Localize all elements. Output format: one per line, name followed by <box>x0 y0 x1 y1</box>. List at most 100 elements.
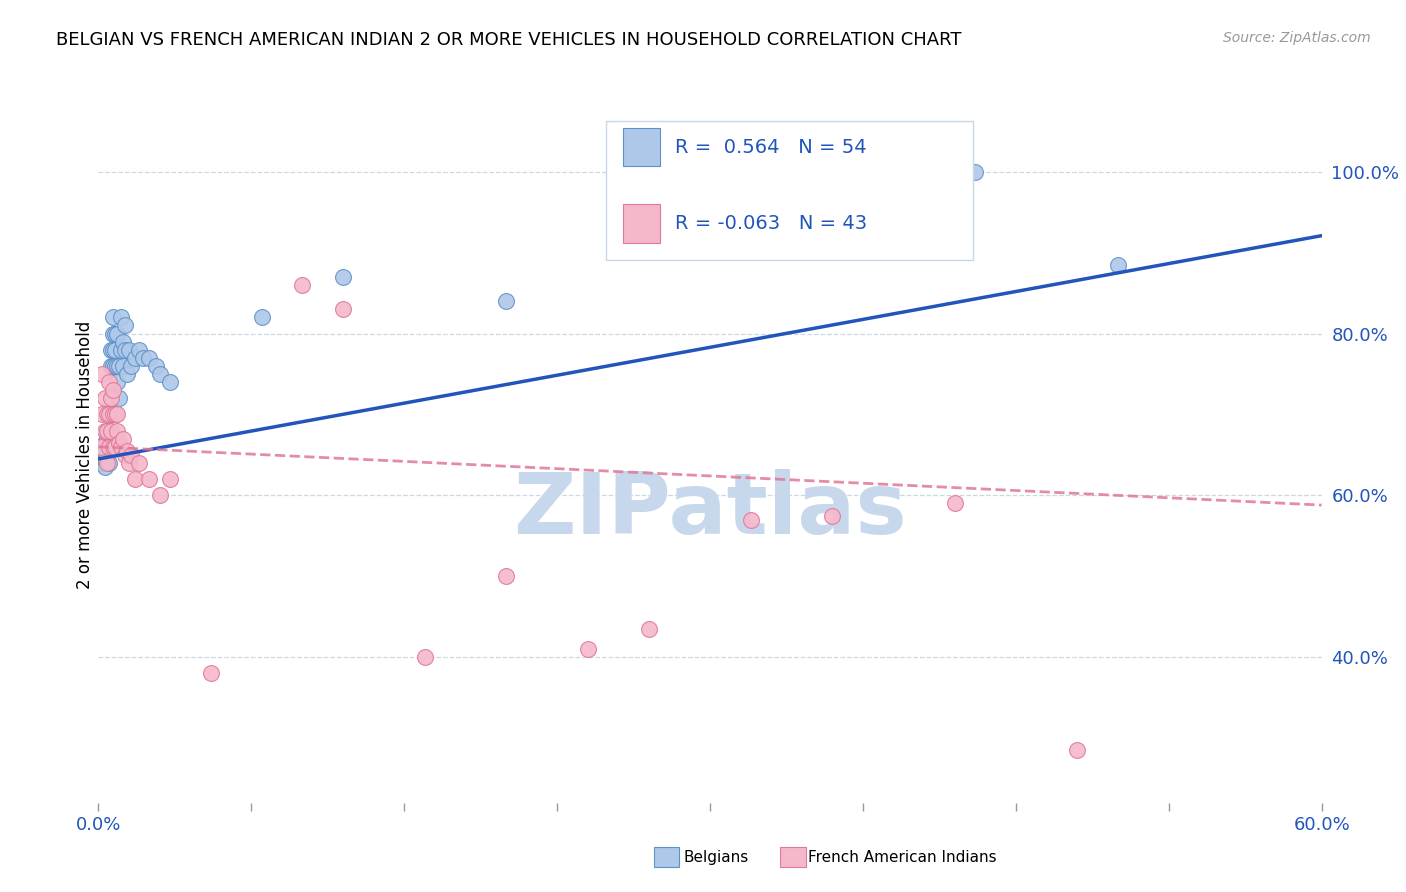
Point <box>104 326 127 341</box>
Point <box>105 375 128 389</box>
Point <box>821 508 844 523</box>
Point <box>100 359 122 373</box>
Point <box>740 165 762 179</box>
Point <box>110 343 132 357</box>
Point <box>943 496 966 510</box>
Point <box>100 408 122 422</box>
Point <box>101 408 124 422</box>
Point <box>128 343 150 357</box>
Point <box>97 408 120 422</box>
Point <box>91 367 114 381</box>
Point <box>413 650 436 665</box>
Point <box>100 392 122 406</box>
Point <box>114 318 136 333</box>
Point <box>138 351 160 365</box>
Point <box>1066 743 1088 757</box>
Point <box>97 375 120 389</box>
Point <box>111 432 134 446</box>
Point <box>332 302 354 317</box>
Point <box>97 440 120 454</box>
Point <box>495 294 517 309</box>
Point <box>118 343 141 357</box>
Point <box>118 456 141 470</box>
Bar <box>623 204 659 243</box>
Point <box>96 456 118 470</box>
Text: ZIPatlas: ZIPatlas <box>513 469 907 552</box>
Point <box>93 452 115 467</box>
Bar <box>606 121 973 260</box>
Point <box>159 472 181 486</box>
Point <box>159 375 181 389</box>
Text: Source: ZipAtlas.com: Source: ZipAtlas.com <box>1223 31 1371 45</box>
Point <box>93 435 115 450</box>
Point <box>100 343 122 357</box>
Point <box>114 343 136 357</box>
Text: R = -0.063   N = 43: R = -0.063 N = 43 <box>675 214 866 233</box>
Point <box>110 440 132 454</box>
Bar <box>623 128 659 166</box>
Point <box>105 326 128 341</box>
Point <box>332 269 354 284</box>
Point <box>101 359 124 373</box>
Point <box>100 424 122 438</box>
Text: French American Indians: French American Indians <box>808 850 997 864</box>
Point <box>91 408 114 422</box>
Point <box>105 424 128 438</box>
Point <box>96 432 118 446</box>
Point <box>104 440 127 454</box>
Point <box>96 424 118 438</box>
Point <box>101 383 124 397</box>
Text: Belgians: Belgians <box>683 850 748 864</box>
Point <box>91 440 114 454</box>
Point <box>149 488 172 502</box>
Point <box>576 642 599 657</box>
Point <box>145 359 167 373</box>
Point <box>115 367 138 381</box>
Point <box>291 278 314 293</box>
Point <box>250 310 273 325</box>
Point <box>96 448 118 462</box>
Point <box>89 440 111 454</box>
Point <box>100 392 122 406</box>
Point <box>110 310 132 325</box>
Point <box>108 392 131 406</box>
Point <box>111 334 134 349</box>
Point <box>740 513 762 527</box>
Point <box>96 440 118 454</box>
Point <box>120 448 142 462</box>
Point <box>97 424 120 438</box>
Point <box>132 351 155 365</box>
Point <box>115 443 138 458</box>
Point <box>97 408 120 422</box>
Point <box>128 456 150 470</box>
Point <box>101 310 124 325</box>
Point <box>1107 258 1129 272</box>
Point <box>104 408 127 422</box>
Point <box>104 343 127 357</box>
Point <box>93 443 115 458</box>
Point <box>111 359 134 373</box>
Text: R =  0.564   N = 54: R = 0.564 N = 54 <box>675 137 866 157</box>
Point <box>149 367 172 381</box>
Point <box>120 359 142 373</box>
Point <box>495 569 517 583</box>
Y-axis label: 2 or more Vehicles in Household: 2 or more Vehicles in Household <box>76 321 94 589</box>
Point <box>108 435 131 450</box>
Point <box>91 456 114 470</box>
Point <box>91 448 114 462</box>
Point <box>124 472 146 486</box>
Point <box>97 456 120 470</box>
Point <box>101 440 124 454</box>
Point <box>97 440 120 454</box>
Point <box>105 408 128 422</box>
Point <box>114 448 136 462</box>
Point <box>96 408 118 422</box>
Point <box>93 424 115 438</box>
Point <box>101 326 124 341</box>
Point <box>105 359 128 373</box>
Point <box>89 452 111 467</box>
Point <box>93 392 115 406</box>
Point <box>104 359 127 373</box>
Point <box>965 165 987 179</box>
Text: BELGIAN VS FRENCH AMERICAN INDIAN 2 OR MORE VEHICLES IN HOUSEHOLD CORRELATION CH: BELGIAN VS FRENCH AMERICAN INDIAN 2 OR M… <box>56 31 962 49</box>
